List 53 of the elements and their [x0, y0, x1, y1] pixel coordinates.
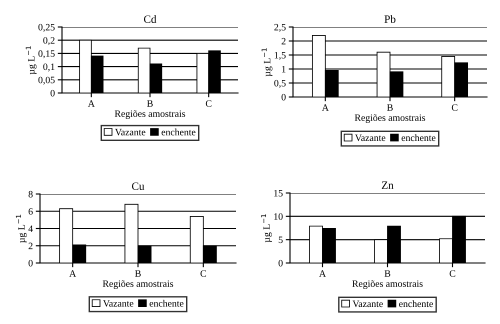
chart-title: Cd	[144, 15, 156, 23]
y-tick-label: 5	[278, 236, 283, 244]
chart-title: Pb	[384, 15, 396, 23]
y-tick-label: 0,1	[43, 64, 54, 72]
y-tick-label: 0	[282, 94, 286, 100]
x-tick-label: B	[135, 270, 141, 277]
x-tick-label: A	[322, 104, 329, 111]
y-tick-label: 1,5	[274, 52, 286, 60]
y-tick-label: 0,5	[274, 80, 286, 88]
y-axis-title: µg L$^{−1}$	[261, 214, 272, 242]
y-tick-label: 0,25	[38, 24, 55, 32]
chart-title: Zn	[382, 182, 394, 189]
y-tick-label: 2,5	[274, 24, 286, 32]
x-tick-label: C	[200, 270, 206, 277]
legend-label: enchente	[150, 300, 184, 307]
x-tick-label: A	[319, 270, 326, 277]
y-tick-label: 0	[50, 90, 55, 96]
legend-label: enchente	[399, 300, 433, 308]
legend-label: Vazante	[352, 300, 383, 308]
legend-label: Vazante	[103, 300, 134, 307]
legend-label: enchente	[402, 134, 436, 142]
x-axis-title: Regiões amostrais	[114, 110, 186, 119]
legend-label: Vazante	[355, 134, 386, 142]
y-tick-label: 0,15	[38, 50, 55, 58]
y-tick-label: 2	[282, 38, 286, 44]
x-tick-label: B	[147, 100, 153, 107]
legend-label: Vazante	[115, 128, 146, 136]
y-tick-label: 10	[274, 213, 283, 220]
y-tick-label: 8	[28, 190, 33, 198]
x-tick-label: B	[387, 104, 393, 111]
y-tick-label: 0,2	[43, 37, 55, 46]
x-tick-label: C	[206, 100, 212, 107]
legend-label: enchente	[162, 128, 196, 136]
y-axis-title: µg L$^{−1}$	[262, 48, 272, 76]
x-tick-label: A	[88, 100, 95, 107]
x-tick-label: C	[452, 104, 458, 111]
y-tick-label: 0,05	[38, 76, 55, 85]
y-tick-label: 4	[28, 225, 33, 232]
chart-title: Cu	[132, 182, 144, 190]
x-axis-title: Regiões amostrais	[352, 280, 423, 289]
y-axis-title: µg L$^{−1}$	[26, 46, 37, 74]
y-tick-label: 15	[274, 190, 283, 196]
y-tick-label: 1	[282, 66, 286, 72]
y-tick-label: 0	[28, 260, 33, 266]
y-tick-label: 2	[28, 242, 33, 250]
y-axis-title: µg L$^{−1}$	[16, 214, 27, 243]
y-tick-label: 6	[28, 208, 33, 215]
x-tick-label: C	[450, 270, 456, 277]
x-axis-title: Regiões amostrais	[354, 114, 426, 123]
x-tick-label: A	[69, 270, 76, 277]
y-tick-label: 0	[278, 260, 283, 266]
x-axis-title: Regiões amostrais	[102, 280, 174, 289]
x-tick-label: B	[384, 270, 390, 277]
